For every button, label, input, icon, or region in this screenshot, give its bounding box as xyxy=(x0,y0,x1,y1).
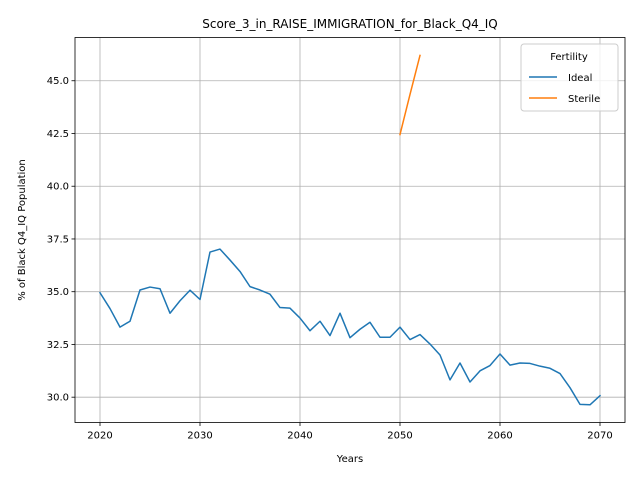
x-tick-label: 2020 xyxy=(87,431,112,442)
series-line-ideal xyxy=(98,248,602,406)
x-tick-label: 2070 xyxy=(587,431,612,442)
y-tick-label: 30.0 xyxy=(47,393,69,404)
grid-lines xyxy=(75,37,625,423)
x-tick-label: 2050 xyxy=(387,431,412,442)
data-series xyxy=(98,54,602,406)
y-tick-label: 40.0 xyxy=(47,182,69,193)
y-tick-label: 45.0 xyxy=(47,76,69,87)
series-line-sterile xyxy=(399,54,421,136)
x-tick-label: 2030 xyxy=(187,431,212,442)
y-tick-label: 37.5 xyxy=(47,234,69,245)
legend: Fertility Ideal Sterile xyxy=(520,43,619,112)
legend-box xyxy=(520,43,619,112)
x-tick-label: 2040 xyxy=(287,431,312,442)
legend-title: Fertility xyxy=(550,52,588,63)
x-axis-label: Years xyxy=(336,454,363,465)
axis-ticks: 2020 2030 2040 2050 2060 2070 30.0 32.5 35.0 37.5… xyxy=(47,76,613,441)
legend-label-sterile: Sterile xyxy=(568,94,600,105)
x-tick-label: 2060 xyxy=(487,431,512,442)
y-tick-label: 35.0 xyxy=(47,287,69,298)
y-tick-label: 32.5 xyxy=(47,340,69,351)
plot-frame xyxy=(74,37,626,423)
chart-title: Score_3_in_RAISE_IMMIGRATION_for_Black_Q… xyxy=(202,17,498,31)
y-axis-label: % of Black Q4_IQ Population xyxy=(17,159,28,301)
y-tick-label: 42.5 xyxy=(47,129,69,140)
legend-label-ideal: Ideal xyxy=(568,73,592,84)
